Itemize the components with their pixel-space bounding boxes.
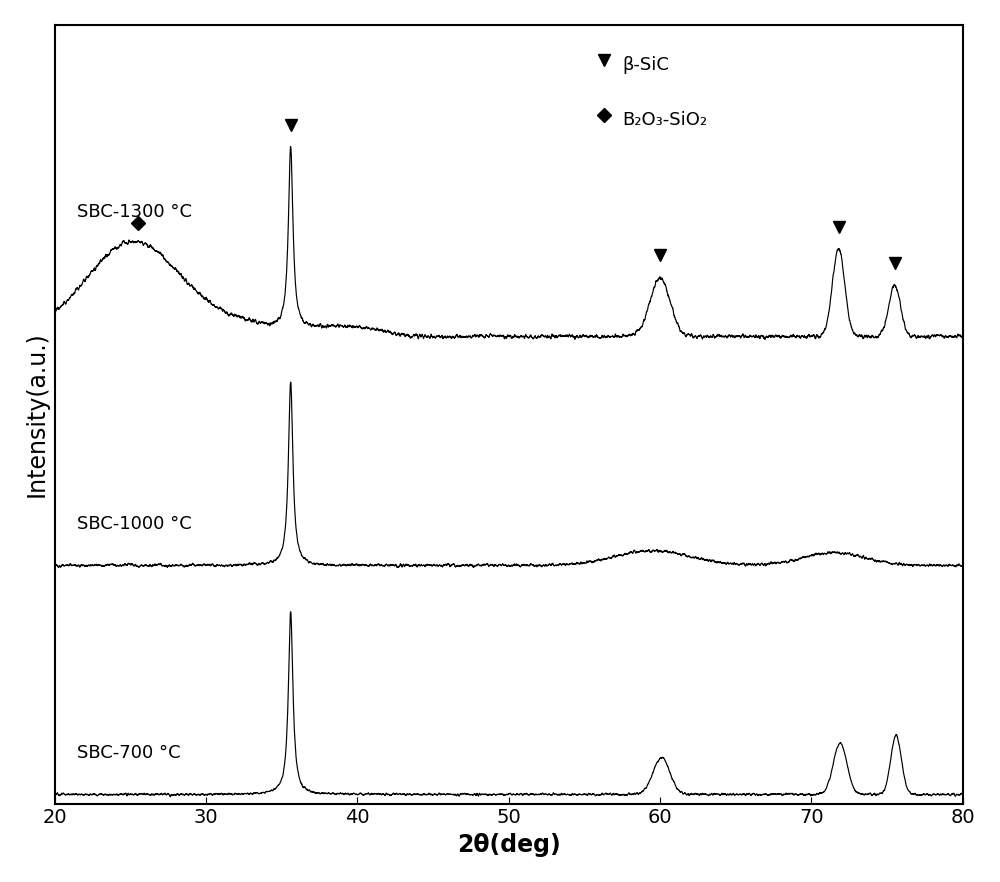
Text: SBC-1300 °C: SBC-1300 °C xyxy=(77,204,192,221)
Text: β-SiC: β-SiC xyxy=(622,56,669,74)
Text: B₂O₃-SiO₂: B₂O₃-SiO₂ xyxy=(622,110,707,129)
Y-axis label: Intensity(a.u.): Intensity(a.u.) xyxy=(25,332,49,497)
Text: SBC-700 °C: SBC-700 °C xyxy=(77,744,181,762)
X-axis label: 2θ(deg): 2θ(deg) xyxy=(457,833,560,857)
Text: SBC-1000 °C: SBC-1000 °C xyxy=(77,515,192,533)
